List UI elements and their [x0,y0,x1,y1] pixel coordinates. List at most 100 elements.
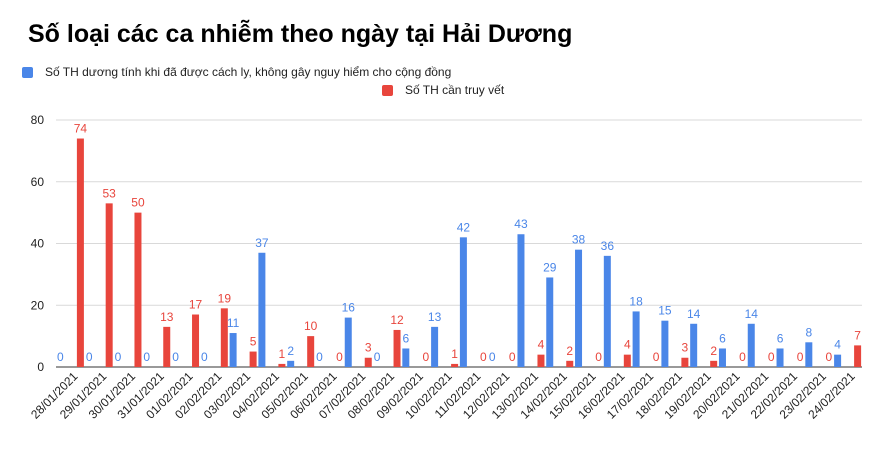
data-label: 0 [422,350,429,364]
data-label: 13 [428,310,442,324]
data-label: 4 [834,338,841,352]
data-label: 16 [342,301,356,315]
bar[interactable] [249,351,257,367]
data-label: 7 [854,328,861,342]
data-label: 5 [250,335,257,349]
bar[interactable] [364,357,372,367]
legend-label-tracing: Số TH cần truy vết [405,83,505,97]
bar[interactable] [623,354,631,367]
bar[interactable] [278,363,286,367]
data-label: 53 [102,186,116,200]
data-label: 3 [365,341,372,355]
bar[interactable] [163,326,171,367]
y-tick-label: 80 [31,113,45,127]
data-label: 4 [538,338,545,352]
data-label: 19 [218,291,232,305]
bar[interactable] [546,277,554,367]
bar[interactable] [76,138,84,367]
legend-item-tracing[interactable]: Số TH cần truy vết [382,82,504,98]
legend-swatch-isolated [22,66,33,78]
bar[interactable] [220,308,228,367]
bar[interactable] [307,336,315,367]
data-label: 0 [172,350,179,364]
data-label: 6 [402,331,409,345]
bar[interactable] [451,363,459,367]
bar[interactable] [661,320,669,367]
y-tick-label: 60 [31,175,45,189]
bar[interactable] [431,326,439,367]
data-label: 1 [279,347,286,361]
bar[interactable] [690,323,698,367]
bar[interactable] [393,329,401,367]
data-label: 17 [189,298,203,312]
data-label: 8 [805,325,812,339]
bar[interactable] [632,311,640,367]
data-label: 38 [572,233,586,247]
data-label: 0 [509,350,516,364]
bar[interactable] [229,333,237,367]
data-label: 74 [74,122,88,136]
bar[interactable] [258,252,266,367]
bar[interactable] [287,360,295,367]
data-label: 0 [201,350,208,364]
data-label: 37 [255,236,269,250]
bar[interactable] [537,354,545,367]
bar[interactable] [718,348,726,367]
y-tick-label: 20 [31,298,45,312]
data-label: 0 [374,350,381,364]
bar[interactable] [805,342,813,367]
legend-swatch-tracing [382,84,393,96]
bar[interactable] [575,249,583,367]
bar[interactable] [710,360,718,367]
chart-title: Số loại các ca nhiễm theo ngày tại Hải D… [28,20,573,48]
bar[interactable] [517,234,525,367]
data-label: 50 [131,196,145,210]
data-label: 42 [457,220,471,234]
bar[interactable] [344,317,352,367]
bar[interactable] [459,237,467,367]
data-label: 0 [57,350,64,364]
bar[interactable] [603,255,611,367]
bar[interactable] [105,203,113,367]
x-axis: 28/01/202129/01/202130/01/202131/01/2021… [28,369,858,422]
bar[interactable] [402,348,410,367]
data-label: 0 [316,350,323,364]
data-label: 0 [768,350,775,364]
bar[interactable] [854,345,862,367]
data-label: 6 [777,331,784,345]
data-label: 12 [390,313,404,327]
bars [76,138,862,367]
data-label: 11 [227,316,240,330]
data-label: 43 [514,217,528,231]
data-label: 0 [739,350,746,364]
data-label: 4 [624,338,631,352]
data-label: 0 [115,350,122,364]
bar[interactable] [834,354,842,367]
bar[interactable] [747,323,755,367]
data-label: 18 [629,294,643,308]
data-label: 1 [451,347,458,361]
bar[interactable] [776,348,784,367]
data-label: 14 [745,307,759,321]
data-label: 6 [719,331,726,345]
bar[interactable] [192,314,200,367]
bar[interactable] [566,360,574,367]
data-label: 36 [601,239,615,253]
data-label: 0 [825,350,832,364]
bar[interactable] [681,357,689,367]
y-tick-label: 40 [31,237,45,251]
data-label: 2 [710,344,717,358]
data-label: 0 [653,350,660,364]
data-label: 0 [480,350,487,364]
data-label: 3 [682,341,689,355]
legend-item-isolated[interactable]: Số TH dương tính khi đã được cách ly, kh… [22,64,451,80]
data-label: 10 [304,319,318,333]
data-label: 0 [595,350,602,364]
data-label: 0 [86,350,93,364]
data-label: 0 [336,350,343,364]
data-label: 15 [658,304,672,318]
data-label: 0 [797,350,804,364]
bar[interactable] [134,212,142,367]
